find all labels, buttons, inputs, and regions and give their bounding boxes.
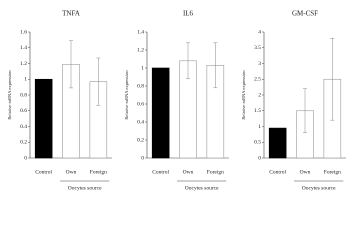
chart-title: TNFA xyxy=(62,10,80,18)
y-tick-label: 0.8 xyxy=(137,83,144,89)
y-tick-label: 1 xyxy=(24,77,27,83)
y-tick-label: 1.5 xyxy=(254,108,261,114)
bar xyxy=(34,78,53,159)
y-axis-label: Relative mRNA expression xyxy=(241,70,246,120)
y-tick-label: 0.8 xyxy=(20,92,27,98)
y-tick-label: 1 xyxy=(141,65,144,71)
y-axis-label: Relative mRNA expression xyxy=(124,70,129,120)
x-tick-label: Foreign xyxy=(324,169,341,175)
x-tick-label: Own xyxy=(300,169,311,175)
chart-title: GM-CSF xyxy=(292,10,318,18)
y-tick-label: 1.4 xyxy=(20,45,27,51)
y-tick-label: 0.6 xyxy=(20,108,27,114)
error-bar xyxy=(213,42,218,89)
error-bar xyxy=(186,42,190,80)
y-tick-label: 0.4 xyxy=(137,119,144,125)
bar xyxy=(268,127,287,159)
x-tick-label: Foreign xyxy=(207,169,224,175)
y-tick-label: 3 xyxy=(258,61,261,67)
bar xyxy=(151,67,170,159)
y-tick-label: 0 xyxy=(141,155,144,161)
y-tick-label: 2 xyxy=(258,92,261,98)
y-tick-label: 0.5 xyxy=(254,140,261,146)
y-tick-label: 0 xyxy=(24,155,27,161)
y-tick-label: 1 xyxy=(258,124,261,130)
x-tick-label: Control xyxy=(35,169,52,175)
error-bar xyxy=(96,57,101,106)
group-label: Oocytes source xyxy=(68,185,102,191)
y-tick-label: 3.5 xyxy=(254,45,261,51)
y-tick-label: 4 xyxy=(258,29,261,35)
y-tick-label: 1.2 xyxy=(137,47,144,53)
y-tick-label: 1.2 xyxy=(20,61,27,67)
y-tick-label: 0.4 xyxy=(20,124,27,130)
x-tick-label: Foreign xyxy=(90,169,107,175)
group-label: Oocytes source xyxy=(302,185,336,191)
x-tick-label: Own xyxy=(66,169,77,175)
y-tick-label: 0.2 xyxy=(137,137,144,143)
x-tick-label: Own xyxy=(183,169,194,175)
error-bar xyxy=(69,40,73,89)
y-tick-label: 1.4 xyxy=(137,29,144,35)
error-bar xyxy=(330,38,335,121)
y-tick-label: 2.5 xyxy=(254,77,261,83)
chart-title: IL6 xyxy=(183,10,194,18)
error-bar xyxy=(303,88,307,134)
y-tick-label: 1.6 xyxy=(20,29,27,35)
y-tick-label: 0.2 xyxy=(20,140,27,146)
x-tick-label: Control xyxy=(152,169,169,175)
y-tick-label: 0 xyxy=(258,155,261,161)
y-axis-label: Relative mRNA expression xyxy=(7,70,12,120)
figure: TNFA Relative mRNA expression 0 0.2 0.4 0.6 0.… xyxy=(7,10,346,191)
x-tick-label: Control xyxy=(269,169,286,175)
y-tick-label: 0.6 xyxy=(137,101,144,107)
group-label: Oocytes source xyxy=(185,185,219,191)
